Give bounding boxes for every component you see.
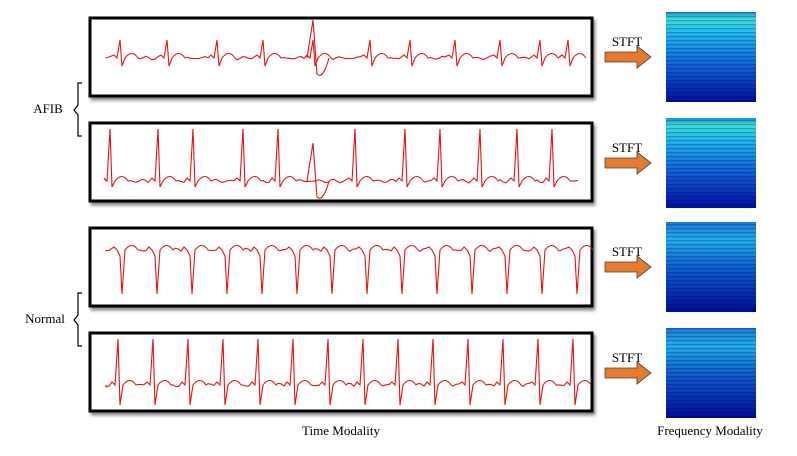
arrow — [604, 255, 652, 279]
spectrogram-stripes — [666, 328, 756, 418]
ecg-trace — [105, 244, 594, 295]
ecg-panel — [88, 226, 594, 308]
bracket — [73, 82, 82, 137]
ecg-trace — [105, 338, 592, 406]
transform-label: STFT — [612, 244, 642, 259]
group-label: Normal — [25, 311, 65, 326]
spectrogram-stripes — [666, 12, 756, 102]
spectrogram-stripes — [666, 222, 756, 312]
ecg-trace — [105, 19, 587, 76]
ecg-panel — [88, 121, 594, 203]
transform-label: STFT — [612, 140, 642, 155]
spectrogram-stripes — [666, 118, 756, 208]
ecg-trace — [103, 128, 579, 199]
group-label: AFIB — [33, 101, 63, 116]
ecg-panel — [88, 331, 594, 413]
transform-label: STFT — [612, 350, 642, 365]
arrow — [604, 361, 652, 385]
caption: Frequency Modality — [657, 423, 763, 438]
caption: Time Modality — [302, 423, 380, 438]
transform-label: STFT — [612, 34, 642, 49]
arrow — [604, 151, 652, 175]
arrow — [604, 45, 652, 69]
bracket — [73, 292, 82, 347]
